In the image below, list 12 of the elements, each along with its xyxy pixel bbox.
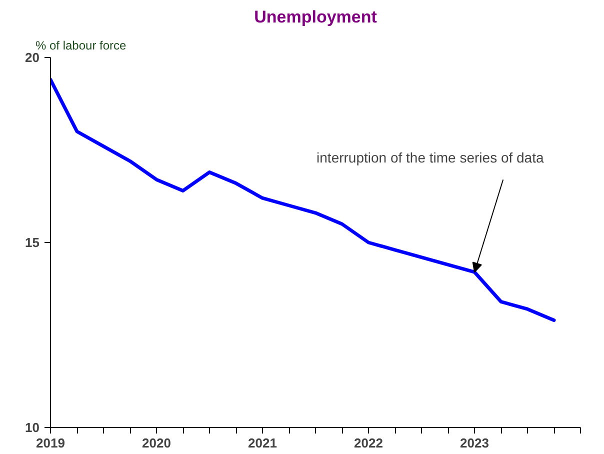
y-tick-label: 10: [25, 420, 40, 435]
y-axis-title: % of labour force: [36, 38, 127, 52]
chart-title: Unemployment: [254, 8, 378, 26]
x-tick-label: 2019: [36, 436, 65, 450]
x-tick-label: 2021: [248, 436, 277, 450]
annotation: interruption of the time series of data: [316, 149, 544, 166]
y-tick-label: 15: [25, 235, 40, 250]
y-tick-label: 20: [25, 50, 40, 65]
line-series: [50, 78, 556, 322]
x-tick-label: 2023: [460, 436, 489, 450]
x-tick-label: 2020: [142, 436, 171, 450]
x-tick-label: 2022: [354, 436, 383, 450]
